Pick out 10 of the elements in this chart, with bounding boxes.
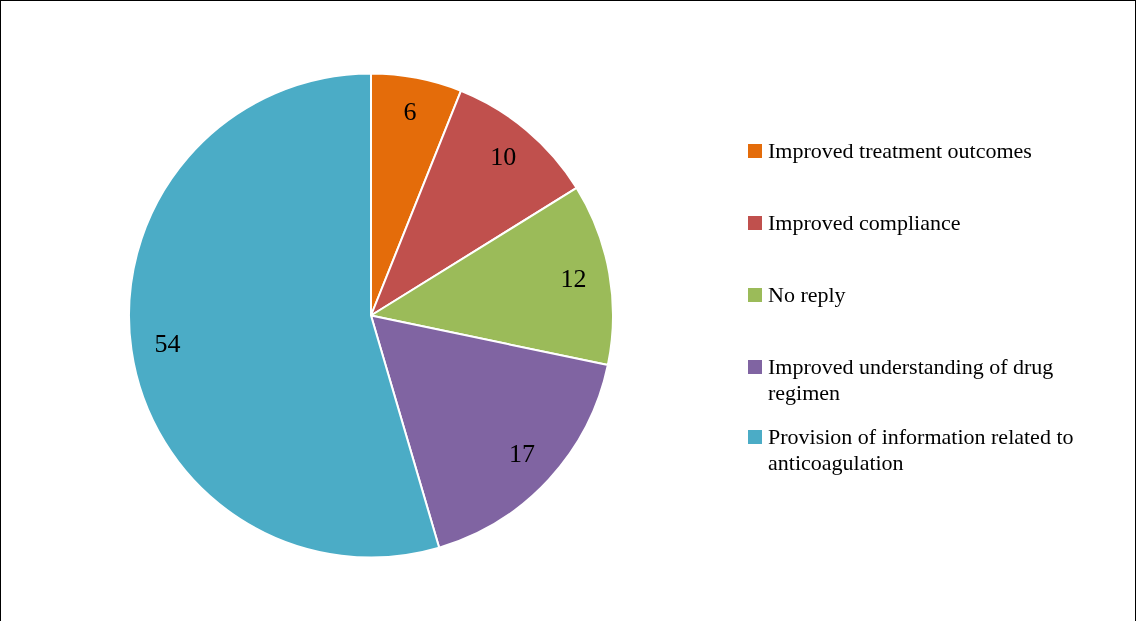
legend-label: Improved treatment outcomes <box>768 138 1032 164</box>
data-label: 54 <box>154 328 181 358</box>
legend-label: No reply <box>768 282 846 308</box>
legend-label: Provision of information related to anticoagulation <box>768 424 1075 476</box>
legend-label: Improved compliance <box>768 210 961 236</box>
legend-label: Improved understanding of drug regimen <box>768 354 1055 406</box>
data-label: 17 <box>509 438 536 468</box>
data-label: 12 <box>560 263 587 293</box>
data-label: 6 <box>403 97 417 127</box>
data-label: 10 <box>490 141 517 171</box>
